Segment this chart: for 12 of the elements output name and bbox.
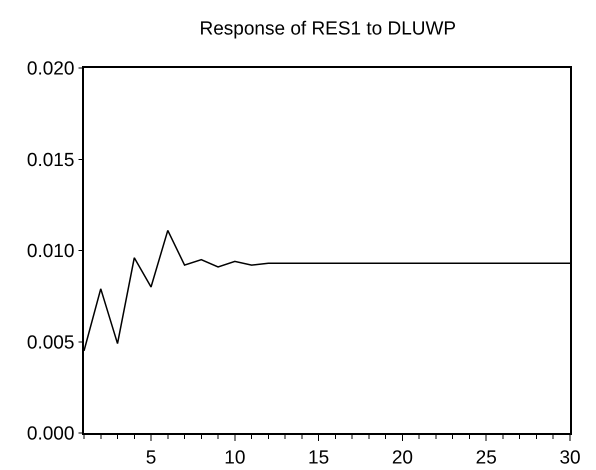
x-tick-label: 5 — [146, 448, 156, 469]
x-tick-label: 15 — [308, 448, 330, 469]
y-tick-label: 0.010 — [26, 241, 74, 262]
x-tick-label: 10 — [224, 448, 246, 469]
chart-title: Response of RES1 to DLUWP — [199, 18, 456, 40]
y-tick-label: 0.005 — [26, 332, 74, 354]
x-tick-label: 30 — [559, 448, 581, 469]
x-tick-label: 25 — [476, 448, 497, 469]
y-tick-label: 0.020 — [26, 58, 74, 80]
x-tick-label: 20 — [392, 448, 413, 469]
y-tick-label: 0.015 — [26, 150, 74, 171]
y-tick-label: 0.000 — [26, 424, 74, 445]
